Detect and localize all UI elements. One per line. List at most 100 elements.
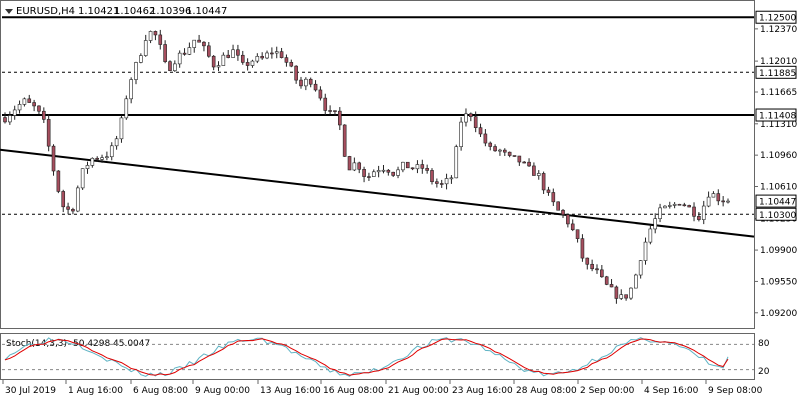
candle-body [260, 56, 264, 59]
candle-body [566, 214, 570, 225]
candle-body [483, 133, 488, 144]
candle [197, 34, 201, 43]
time-tick-label: 28 Aug 08:00 [516, 386, 577, 396]
candle [687, 204, 691, 208]
candle-body [274, 51, 279, 54]
candle [522, 161, 527, 164]
candle-body [182, 52, 187, 55]
candle [629, 287, 633, 300]
candle-body [119, 117, 124, 140]
candle [250, 59, 255, 68]
candle [580, 234, 585, 262]
candle-body [367, 176, 371, 178]
candle-body [265, 52, 269, 59]
trendline-group [0, 148, 755, 238]
candle-body [459, 121, 463, 147]
candle-body [80, 168, 85, 189]
level-label-box [755, 194, 797, 208]
time-tick-label: 23 Aug 16:00 [452, 386, 513, 396]
time-axis[interactable]: 30 Jul 2019 1 Aug 16:00 6 Aug 08:00 9 Aug 0… [2, 380, 763, 396]
candle-body [672, 203, 677, 206]
candle [333, 110, 337, 116]
candle [231, 44, 235, 58]
candle-body [454, 146, 459, 179]
candle [284, 54, 289, 67]
candle-body [352, 162, 357, 171]
candle-body [677, 203, 682, 206]
candle [609, 279, 614, 288]
candle [3, 112, 7, 124]
candle [105, 151, 109, 161]
candle [139, 53, 143, 64]
candle-body [95, 157, 99, 160]
candle-body [342, 124, 347, 157]
candle-body [716, 193, 721, 202]
candle [211, 55, 216, 71]
candle [677, 203, 682, 206]
candle [663, 205, 667, 209]
horizontal-levels [2, 16, 754, 215]
candle-body [211, 55, 216, 68]
candle-body [100, 157, 104, 160]
price-tick-label: 1.09550 [760, 277, 797, 287]
candle-body [614, 286, 619, 299]
candle [634, 273, 638, 289]
candle-body [590, 263, 594, 270]
candle-body [333, 110, 337, 112]
candle [270, 47, 274, 59]
candle [168, 60, 172, 72]
candle [299, 76, 303, 89]
candle-body [464, 113, 468, 123]
candle-body [444, 178, 449, 185]
candle [381, 165, 386, 174]
candle-body [609, 284, 614, 288]
candle [187, 42, 192, 56]
candle [405, 161, 410, 169]
candle [401, 161, 405, 173]
candle-body [386, 169, 391, 173]
candle-body [17, 104, 22, 111]
candle-body [206, 45, 211, 57]
price-tick-label: 1.11665 [760, 88, 797, 98]
candle [483, 129, 488, 147]
candle [85, 161, 90, 174]
candle-body [580, 238, 585, 259]
candle [42, 107, 46, 123]
candle [158, 29, 163, 50]
level-label-box [755, 65, 797, 79]
candle-body [357, 162, 362, 170]
time-tick-label: 4 Sep 16:00 [644, 386, 699, 396]
candle [304, 77, 308, 91]
candle-body [294, 65, 298, 81]
candle-body [90, 157, 95, 166]
candle [551, 188, 556, 206]
candle-body [51, 145, 56, 172]
price-tick-label: 1.09900 [760, 246, 797, 256]
candle [27, 94, 32, 103]
candle [12, 105, 17, 120]
candle-body [27, 98, 32, 103]
candle [444, 173, 449, 190]
candle [658, 203, 662, 223]
candle-body [245, 62, 250, 66]
candle [279, 47, 284, 59]
collapse-triangle-icon[interactable] [5, 9, 13, 14]
candle-body [153, 31, 158, 36]
candle-body [512, 155, 517, 157]
price-tick-label: 1.10610 [760, 182, 797, 192]
candle [95, 156, 99, 162]
candle [435, 178, 439, 188]
chart-header: EURUSD,H4 1.10421 1.10462 1.10396 1.1044… [5, 6, 227, 17]
candle [226, 49, 231, 59]
indicator-main-value: 50.4298 [73, 339, 110, 349]
candle [265, 50, 269, 60]
candle [328, 105, 332, 115]
time-tick-label: 9 Sep 08:00 [708, 386, 763, 396]
candle-body [148, 31, 153, 41]
candle [459, 117, 463, 151]
candle [391, 171, 395, 177]
candle [90, 157, 95, 168]
candle-body [22, 98, 27, 105]
